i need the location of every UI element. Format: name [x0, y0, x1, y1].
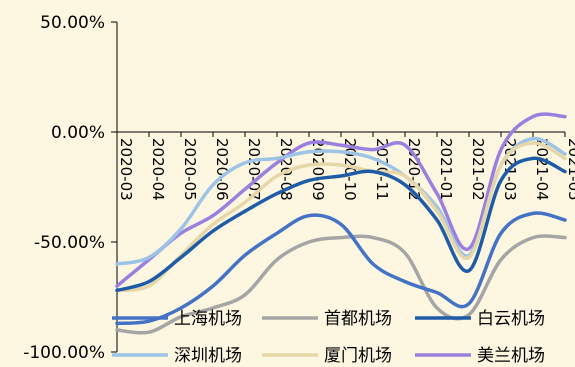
legend-label: 深圳机场: [174, 346, 242, 366]
series-line: [115, 112, 567, 288]
y-tick-label: -50.00%: [34, 233, 105, 253]
x-tick-label: 2020-03: [117, 138, 135, 201]
x-tick-label: 2021-05: [565, 138, 575, 201]
x-tick-group: 2020-03 2020-04 2020-05 2020-06 2020-07 2020-…: [116, 132, 575, 201]
legend-label: 白云机场: [477, 309, 545, 329]
x-tick-label: 2020-09: [309, 138, 327, 201]
x-tick-label: 2020-04: [149, 138, 167, 201]
legend-label: 厦门机场: [324, 346, 392, 366]
x-tick-label: 2021-01: [437, 138, 455, 201]
x-tick-label: 2020-06: [213, 138, 231, 201]
x-tick-label: 2020-05: [181, 138, 199, 201]
legend-label: 上海机场: [174, 309, 242, 329]
x-axis: 2020-03 2020-04 2020-05 2020-06 2020-07 2020-…: [116, 131, 575, 201]
y-tick-label: 50.00%: [40, 13, 105, 33]
series-line: [115, 141, 567, 293]
legend-label: 首都机场: [324, 309, 392, 329]
series-line: [115, 234, 567, 335]
legend-label: 美兰机场: [477, 346, 545, 366]
series-line: [115, 211, 567, 326]
y-tick-label: -100.00%: [23, 343, 105, 363]
x-tick-label: 2021-02: [469, 138, 487, 201]
y-tick-label: 0.00%: [51, 123, 105, 143]
x-tick-label: 2020-11: [373, 138, 391, 201]
y-tick-group: 50.00% 0.00% -50.00% -100.00%: [23, 13, 117, 363]
x-tick-label: 2021-04: [533, 138, 551, 201]
y-axis: 50.00% 0.00% -50.00% -100.00%: [23, 13, 118, 363]
series-line: [115, 156, 567, 293]
series-lines: [115, 112, 567, 335]
